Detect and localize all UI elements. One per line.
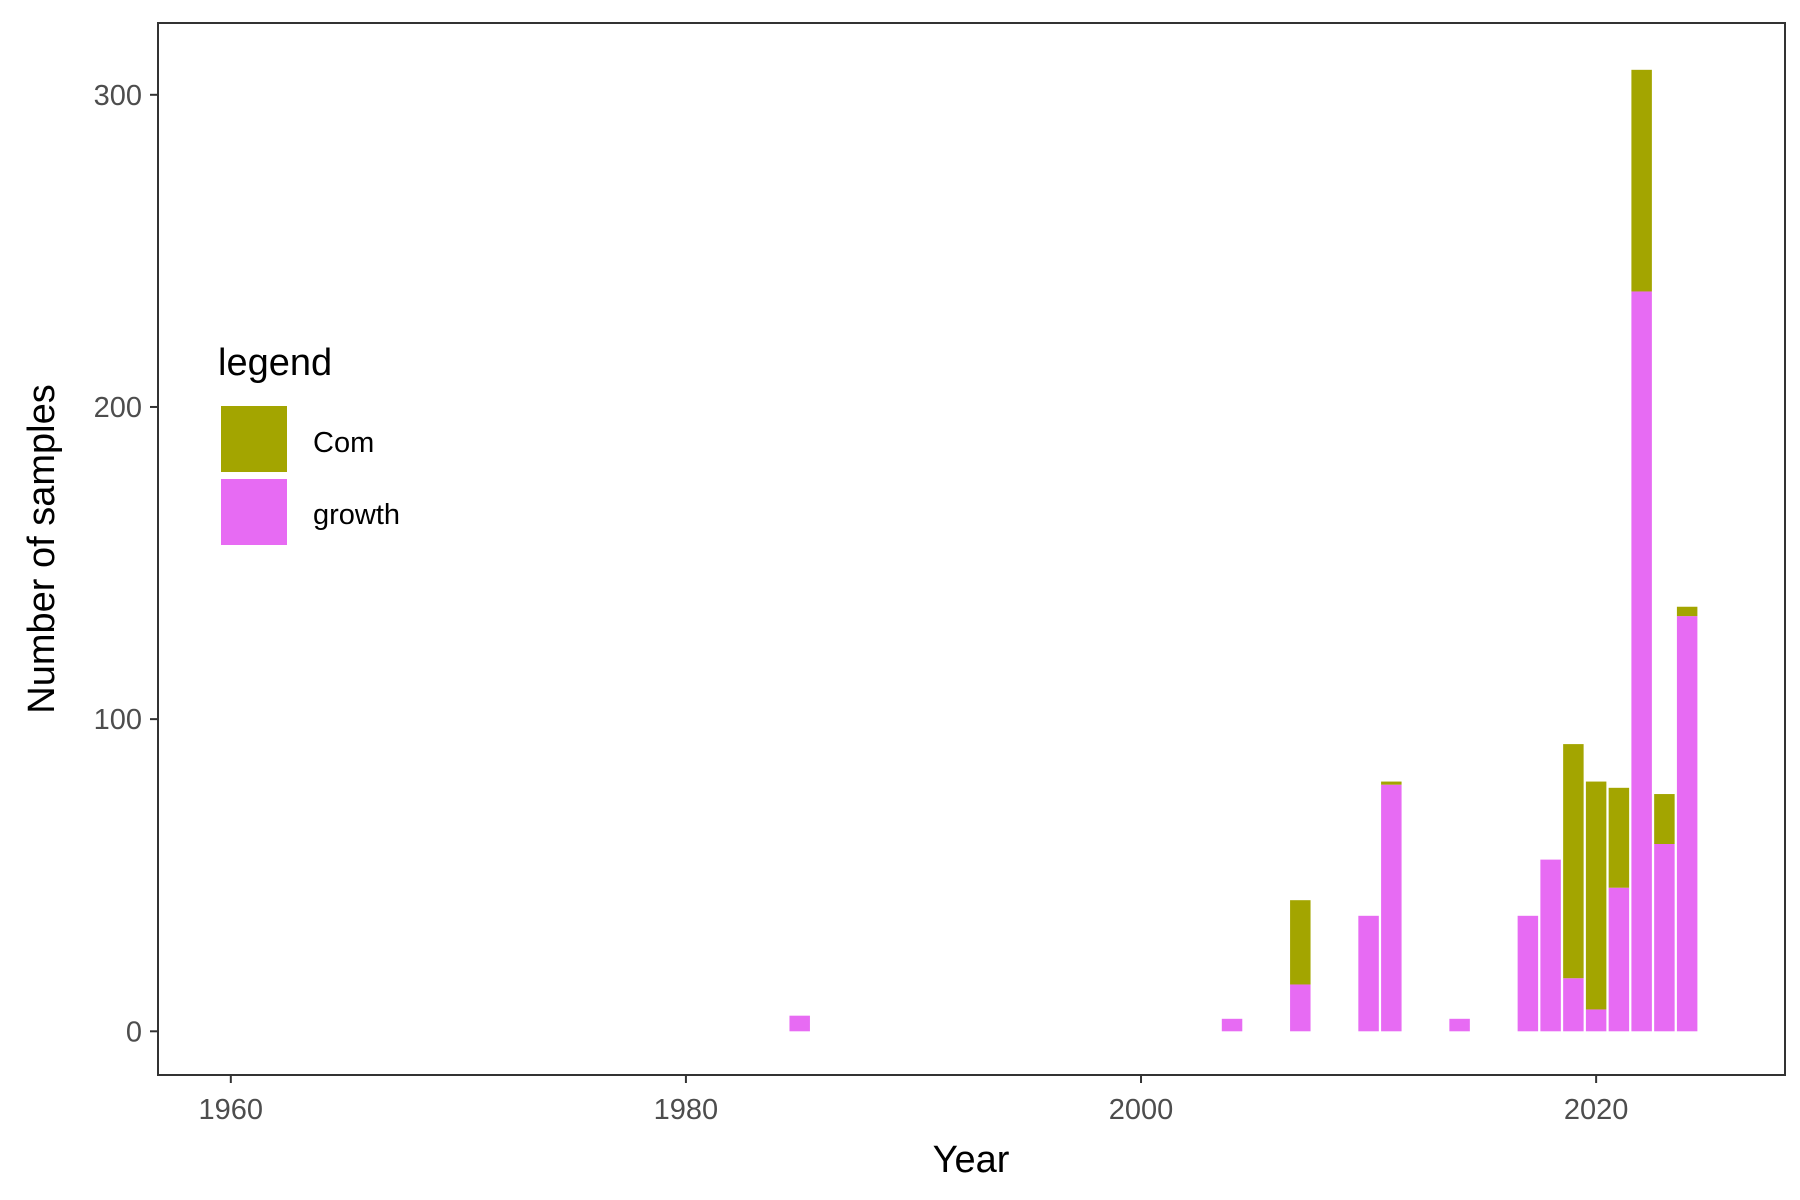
bar-growth-2011 [1381, 784, 1402, 1032]
bar-growth-2020 [1585, 1009, 1607, 1032]
bar-com-2020 [1585, 781, 1607, 1010]
legend: legend Com growth [218, 342, 400, 545]
bar-growth-2021 [1608, 887, 1630, 1032]
y-axis: 0 100 200 300 [94, 80, 158, 1048]
legend-label-growth: growth [313, 499, 400, 531]
bar-com-2022 [1631, 69, 1652, 292]
x-axis: 1960 1980 2000 2020 [199, 1075, 1629, 1126]
bar-com-2021 [1608, 787, 1630, 888]
bar-growth-2019 [1563, 978, 1584, 1032]
y-tick-label-100: 100 [94, 704, 142, 736]
bars-layer [789, 69, 1698, 1032]
bar-growth-1985 [789, 1015, 810, 1032]
bar-growth-2014 [1449, 1018, 1470, 1032]
bar-growth-2017 [1517, 915, 1539, 1032]
legend-title: legend [218, 342, 332, 384]
legend-swatch-growth [221, 479, 287, 545]
bar-com-2007 [1290, 900, 1311, 985]
x-tick-label-1960: 1960 [199, 1094, 264, 1126]
bar-com-2024 [1676, 606, 1698, 617]
bar-growth-2022 [1631, 291, 1652, 1032]
y-tick-label-0: 0 [126, 1016, 142, 1048]
legend-swatch-com [221, 406, 287, 472]
bar-growth-2004 [1221, 1018, 1243, 1032]
bar-growth-2024 [1676, 616, 1698, 1032]
y-axis-title: Number of samples [21, 384, 63, 713]
x-tick-label-2020: 2020 [1564, 1094, 1629, 1126]
x-tick-label-2000: 2000 [1109, 1094, 1174, 1126]
bar-com-2023 [1654, 794, 1675, 844]
legend-label-com: Com [313, 427, 374, 459]
bar-growth-2023 [1654, 844, 1675, 1032]
bar-growth-2010 [1358, 915, 1379, 1032]
x-tick-label-1980: 1980 [654, 1094, 719, 1126]
bar-growth-2018 [1540, 859, 1561, 1032]
panel-border [157, 22, 1786, 1076]
bar-com-2019 [1563, 744, 1584, 979]
x-axis-title: Year [933, 1139, 1010, 1181]
bar-growth-2007 [1290, 984, 1311, 1032]
y-tick-label-300: 300 [94, 80, 142, 112]
y-tick-label-200: 200 [94, 392, 142, 424]
bar-com-2011 [1381, 781, 1402, 785]
